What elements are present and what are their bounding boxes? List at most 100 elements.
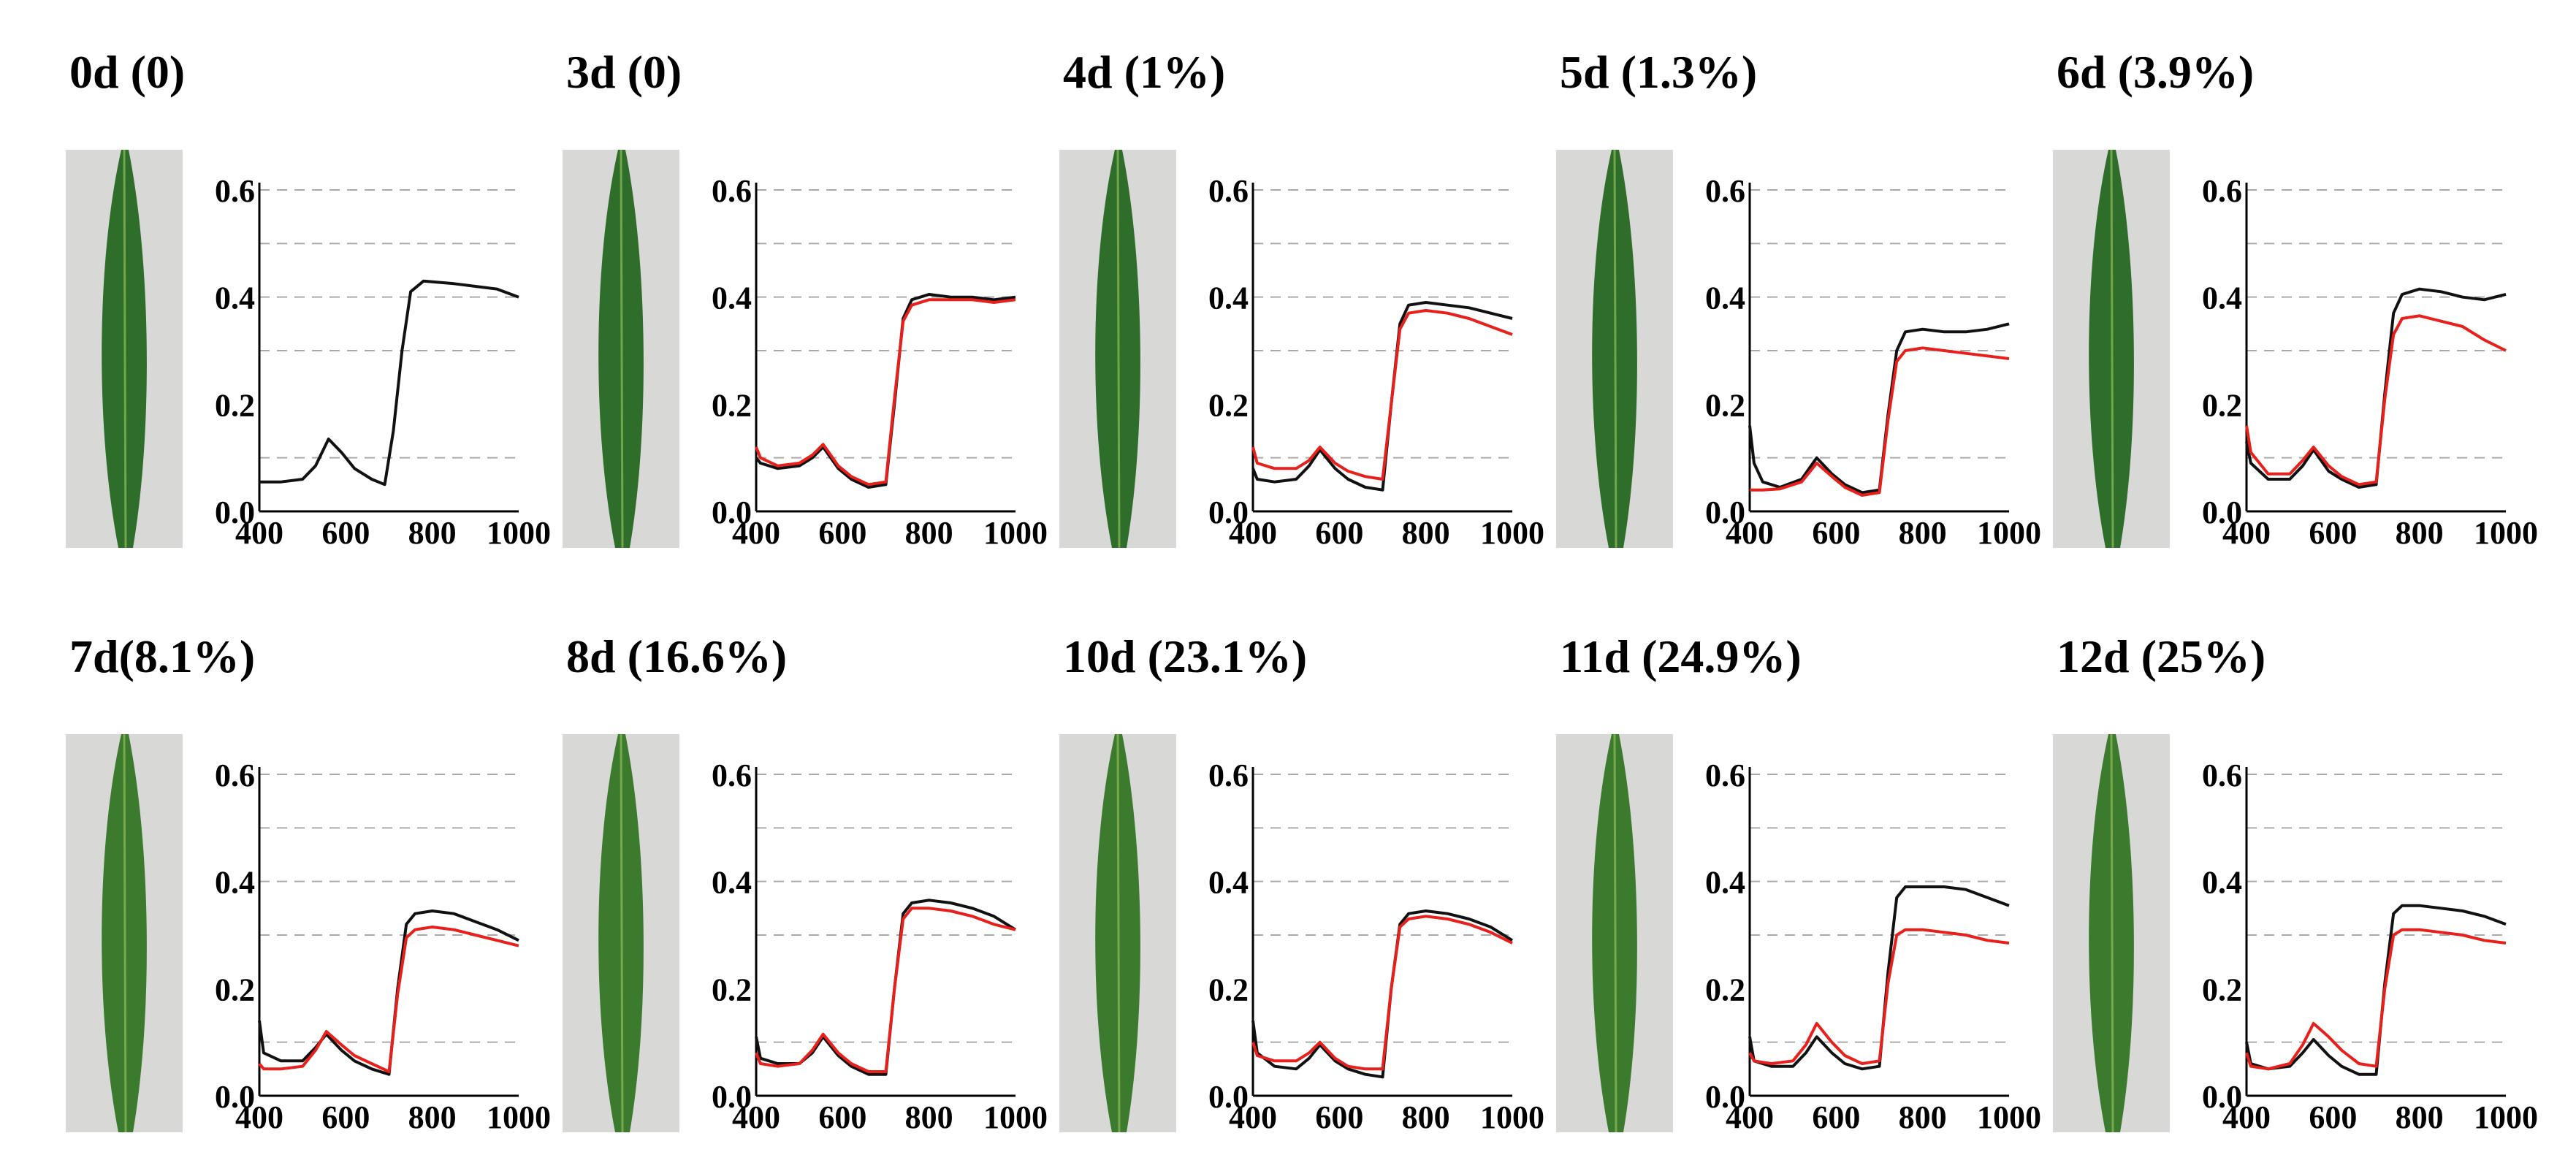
leaf-photo <box>1556 149 1673 549</box>
x-tick-label: 1000 <box>1480 1099 1544 1135</box>
leaf-midrib <box>123 733 127 1133</box>
leaf-photo <box>563 733 679 1133</box>
x-tick-label: 1000 <box>1480 515 1544 551</box>
x-tick-label: 600 <box>1812 1099 1860 1135</box>
series-line-black <box>2245 904 2507 1076</box>
panel-5: 6d (3.9%) 0.0 0.2 0.4 0.6 400 600 800 1000 <box>2053 46 2538 551</box>
panel-10: 12d (25%) 0.0 0.2 0.4 0.6 400 600 800 1000 <box>2053 630 2538 1135</box>
y-tick-label: 0.0 <box>215 1079 255 1115</box>
leaf-midrib <box>1613 733 1617 1133</box>
y-tick-label: 0.6 <box>712 173 752 209</box>
x-tick-label: 800 <box>1899 515 1947 551</box>
leaf-photo <box>1059 149 1176 549</box>
series-line-black <box>2245 287 2507 489</box>
y-tick-label: 0.4 <box>1705 281 1745 316</box>
y-tick-label: 0.6 <box>1208 173 1249 209</box>
leaf-midrib <box>123 149 127 549</box>
x-tick-label: 800 <box>1402 1099 1450 1135</box>
series-line-black <box>258 909 519 1076</box>
x-tick-label: 400 <box>1726 1099 1774 1135</box>
x-tick-label: 600 <box>321 1099 370 1135</box>
panel-title: 6d (3.9%) <box>2057 46 2254 98</box>
x-tick-label: 600 <box>321 515 370 551</box>
panel-2: 3d (0) 0.0 0.2 0.4 0.6 400 600 800 1000 <box>563 46 1048 551</box>
x-tick-label: 800 <box>2396 515 2444 551</box>
leaf-photo <box>66 149 183 549</box>
x-tick-label: 1000 <box>983 1099 1048 1135</box>
y-tick-label: 0.0 <box>712 495 752 530</box>
x-tick-label: 600 <box>2309 1099 2357 1135</box>
x-tick-label: 800 <box>408 515 457 551</box>
series-line-black <box>755 293 1016 489</box>
y-tick-label: 0.6 <box>712 758 752 793</box>
series-line-red <box>1251 915 1513 1071</box>
leaf-photo <box>2053 733 2170 1133</box>
panel-title: 11d (24.9%) <box>1560 630 1802 682</box>
x-tick-label: 800 <box>1402 515 1450 551</box>
x-tick-label: 1000 <box>2474 1099 2538 1135</box>
x-tick-label: 600 <box>1315 515 1363 551</box>
y-tick-label: 0.2 <box>1705 972 1745 1007</box>
series-line-red <box>1251 309 1513 481</box>
series-line-red <box>755 298 1016 487</box>
y-tick-label: 0.4 <box>712 865 752 901</box>
panel-7: 8d (16.6%) 0.0 0.2 0.4 0.6 400 600 800 1000 <box>563 630 1048 1135</box>
panel-9: 11d (24.9%) 0.0 0.2 0.4 0.6 400 600 800 1000 <box>1556 630 2041 1135</box>
x-tick-label: 400 <box>235 515 283 551</box>
y-tick-label: 0.0 <box>712 1079 752 1115</box>
x-tick-label: 600 <box>2309 515 2357 551</box>
x-tick-label: 1000 <box>487 1099 551 1135</box>
y-tick-label: 0.2 <box>2202 972 2242 1007</box>
y-tick-label: 0.2 <box>2202 387 2242 423</box>
leaf-photo <box>1556 733 1673 1133</box>
panel-1: 0d (0) 0.0 0.2 0.4 0.6 400 600 800 1000 <box>66 46 551 551</box>
x-tick-label: 600 <box>818 1099 866 1135</box>
series-line-red <box>2245 314 2507 487</box>
leaf-photo <box>1059 733 1176 1133</box>
x-tick-label: 600 <box>1812 515 1860 551</box>
panel-6: 7d(8.1%) 0.0 0.2 0.4 0.6 400 600 800 1000 <box>66 630 551 1135</box>
leaf-photo <box>66 733 183 1133</box>
y-tick-label: 0.2 <box>712 387 752 423</box>
y-tick-label: 0.6 <box>2202 758 2242 793</box>
y-tick-label: 0.0 <box>2202 495 2242 530</box>
leaf-midrib <box>1613 149 1617 549</box>
y-tick-label: 0.2 <box>215 387 255 423</box>
y-tick-label: 0.4 <box>1208 865 1249 901</box>
x-tick-label: 400 <box>235 1099 283 1135</box>
y-tick-label: 0.6 <box>2202 173 2242 209</box>
leaf-photo <box>563 149 679 549</box>
y-tick-label: 0.4 <box>1208 281 1249 316</box>
series-line-red <box>2245 928 2507 1071</box>
x-tick-label: 400 <box>1229 515 1277 551</box>
x-tick-label: 800 <box>1899 1099 1947 1135</box>
y-tick-label: 0.0 <box>1208 495 1249 530</box>
series-line-black <box>1748 885 2010 1071</box>
panel-title: 12d (25%) <box>2057 630 2266 682</box>
panel-title: 3d (0) <box>566 46 682 98</box>
x-tick-label: 400 <box>1726 515 1774 551</box>
panel-title: 10d (23.1%) <box>1063 630 1307 682</box>
y-tick-label: 0.0 <box>1208 1079 1249 1115</box>
x-tick-label: 800 <box>2396 1099 2444 1135</box>
y-tick-label: 0.4 <box>215 865 255 901</box>
x-tick-label: 1000 <box>1977 515 2041 551</box>
leaf-midrib <box>2110 149 2114 549</box>
series-line-black <box>1748 322 2010 495</box>
y-tick-label: 0.0 <box>215 495 255 530</box>
x-tick-label: 1000 <box>1977 1099 2041 1135</box>
y-tick-label: 0.4 <box>215 281 255 316</box>
series-line-black <box>1251 909 1514 1079</box>
leaf-midrib <box>1116 733 1121 1133</box>
y-tick-label: 0.4 <box>1705 865 1745 901</box>
x-tick-label: 400 <box>1229 1099 1277 1135</box>
y-tick-label: 0.2 <box>1208 387 1249 423</box>
y-tick-label: 0.6 <box>1208 758 1249 793</box>
leaf-photo <box>2053 149 2170 549</box>
y-tick-label: 0.4 <box>2202 281 2242 316</box>
x-tick-label: 400 <box>732 515 780 551</box>
x-tick-label: 800 <box>905 515 953 551</box>
series-line-black <box>259 279 519 487</box>
leaf-midrib <box>620 733 624 1133</box>
